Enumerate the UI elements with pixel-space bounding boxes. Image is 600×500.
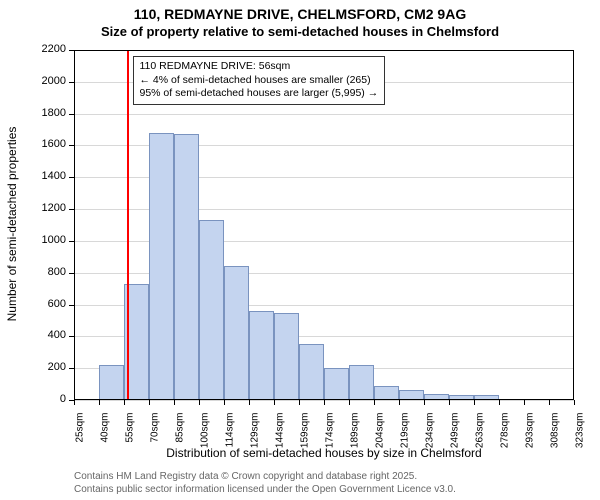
xtick-label: 323sqm: [575, 413, 586, 463]
xtick-mark: [474, 400, 475, 405]
ytick-label: 2200: [0, 43, 66, 55]
xtick-mark: [99, 400, 100, 405]
ytick-label: 0: [0, 393, 66, 405]
xtick-mark: [449, 400, 450, 405]
xtick-mark: [324, 400, 325, 405]
xtick-mark: [274, 400, 275, 405]
xtick-mark: [549, 400, 550, 405]
x-axis-label: Distribution of semi-detached houses by …: [74, 446, 574, 460]
xtick-mark: [74, 400, 75, 405]
xtick-mark: [349, 400, 350, 405]
ytick-label: 200: [0, 361, 66, 373]
xtick-mark: [374, 400, 375, 405]
footer-line-2: Contains public sector information licen…: [74, 483, 456, 496]
xtick-mark: [574, 400, 575, 405]
ytick-label: 2000: [0, 75, 66, 87]
xtick-mark: [174, 400, 175, 405]
chart-title-main: 110, REDMAYNE DRIVE, CHELMSFORD, CM2 9AG: [0, 0, 600, 22]
footer-attribution: Contains HM Land Registry data © Crown c…: [74, 470, 456, 496]
xtick-mark: [124, 400, 125, 405]
chart-title-sub: Size of property relative to semi-detach…: [0, 22, 600, 39]
xtick-mark: [499, 400, 500, 405]
chart-border: [74, 50, 574, 400]
xtick-mark: [224, 400, 225, 405]
xtick-mark: [199, 400, 200, 405]
footer-line-1: Contains HM Land Registry data © Crown c…: [74, 470, 456, 483]
xtick-mark: [399, 400, 400, 405]
xtick-mark: [424, 400, 425, 405]
xtick-mark: [249, 400, 250, 405]
y-axis-label: Number of semi-detached properties: [5, 114, 19, 334]
xtick-mark: [524, 400, 525, 405]
xtick-mark: [299, 400, 300, 405]
xtick-mark: [149, 400, 150, 405]
